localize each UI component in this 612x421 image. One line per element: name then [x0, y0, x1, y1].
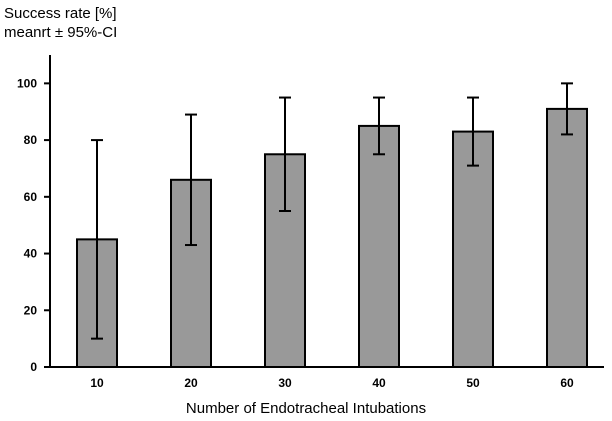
y-axis-title: Success rate [%] meanrt ± 95%-CI — [4, 4, 117, 42]
y-tick-label: 60 — [24, 190, 38, 204]
y-axis-title-line1: Success rate [%] — [4, 5, 117, 22]
y-tick-label: 20 — [24, 303, 38, 317]
x-tick-label: 60 — [560, 376, 574, 390]
x-axis-title: Number of Endotracheal Intubations — [185, 400, 427, 417]
x-tick-label: 50 — [466, 376, 480, 390]
y-axis-title-line2: meanrt ± 95%-CI — [4, 24, 118, 41]
x-tick-label: 10 — [90, 376, 104, 390]
y-tick-label: 100 — [17, 76, 37, 90]
y-tick-label: 40 — [24, 247, 38, 261]
bar — [358, 124, 400, 368]
x-tick-label: 30 — [278, 376, 292, 390]
y-tick-label: 0 — [30, 360, 37, 374]
bar — [546, 107, 588, 369]
bar — [170, 178, 212, 368]
bar — [452, 130, 494, 368]
y-tick-label: 80 — [24, 133, 38, 147]
x-tick-label: 20 — [184, 376, 198, 390]
x-tick-label: 40 — [372, 376, 386, 390]
